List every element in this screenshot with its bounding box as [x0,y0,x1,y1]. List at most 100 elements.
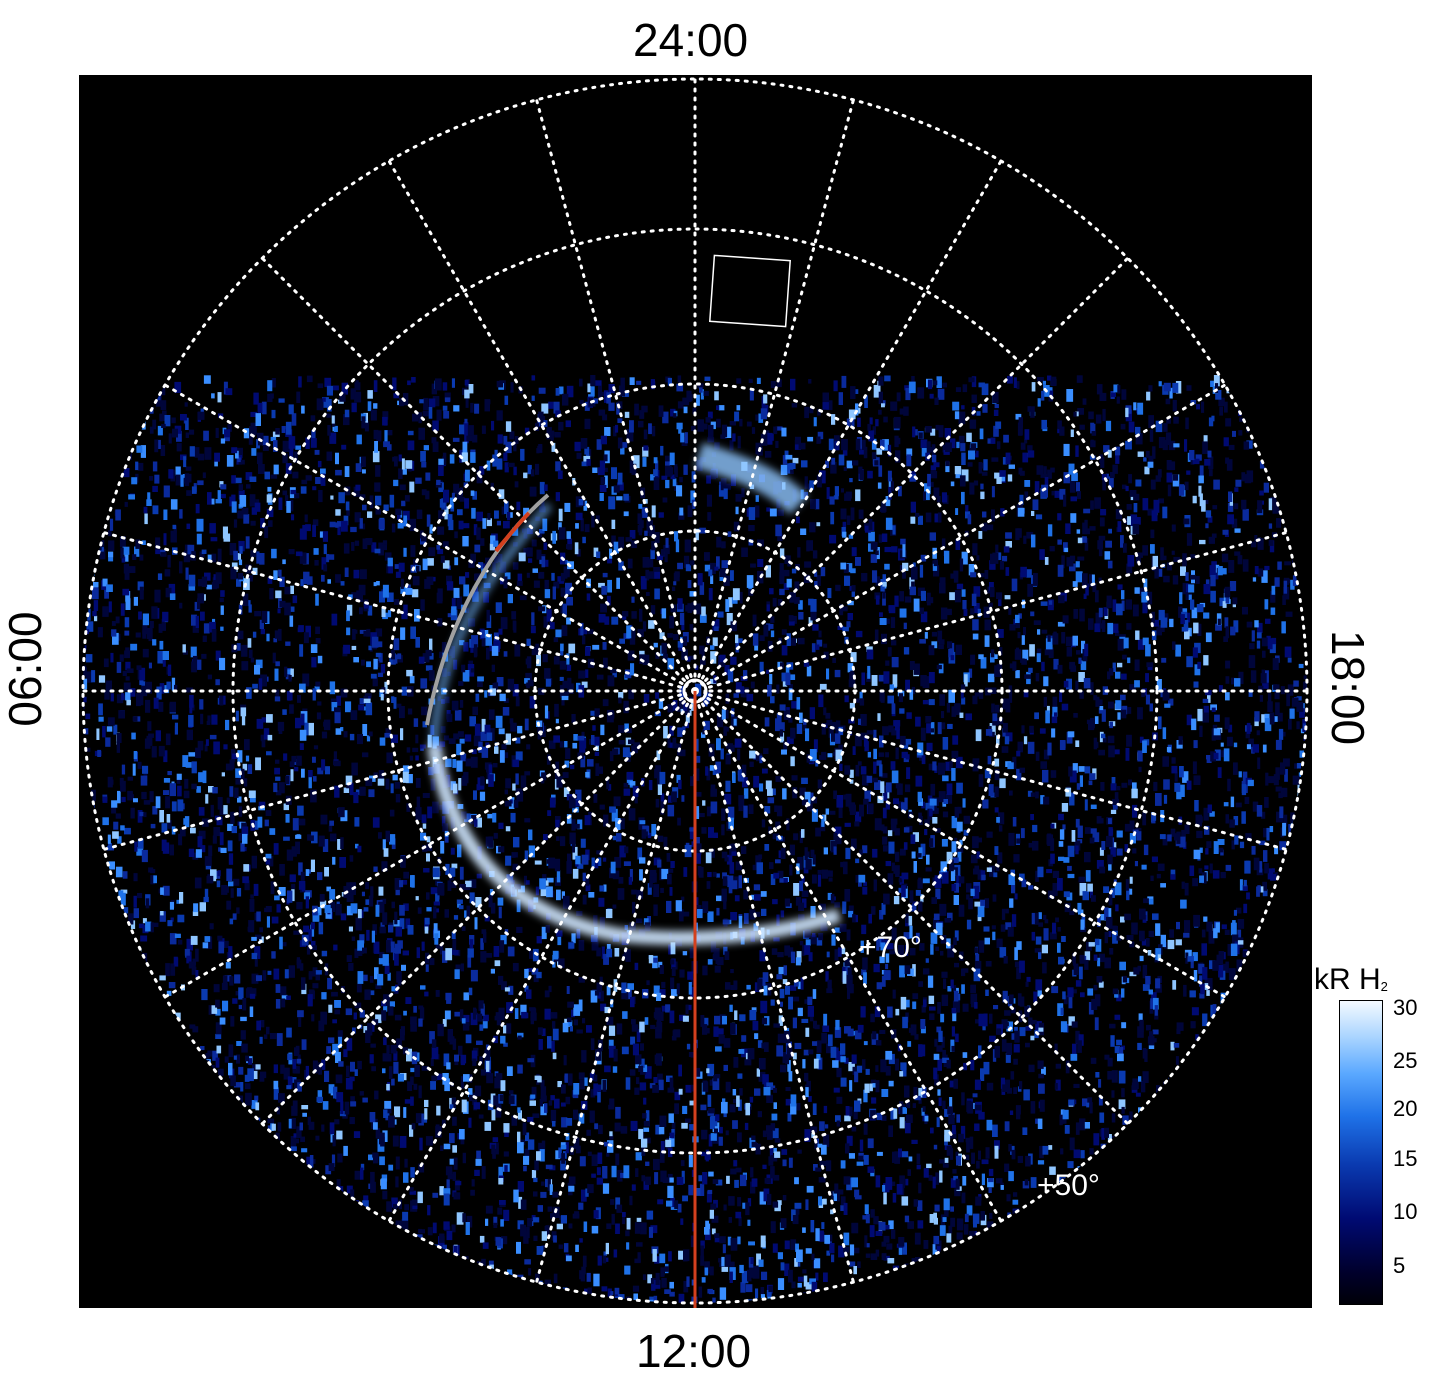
emission-pixel [442,452,447,465]
emission-pixel [773,1102,777,1109]
emission-pixel [1254,535,1258,542]
emission-pixel [1088,618,1094,630]
emission-pixel [1121,1186,1128,1194]
emission-pixel [1027,583,1033,597]
emission-pixel [770,874,776,885]
emission-pixel [926,723,933,734]
emission-pixel [561,891,565,899]
emission-pixel [540,1103,547,1116]
emission-pixel [512,759,520,768]
emission-pixel [234,1139,238,1149]
emission-pixel [1214,569,1219,580]
emission-pixel [957,847,964,853]
emission-pixel [1294,763,1298,769]
emission-pixel [1093,695,1098,701]
emission-pixel [124,404,128,412]
emission-pixel [350,388,356,400]
emission-pixel [1224,717,1230,730]
emission-pixel [943,978,947,989]
emission-pixel [634,1222,641,1234]
emission-pixel [775,440,779,448]
emission-pixel [203,623,210,634]
emission-pixel [640,1064,648,1072]
emission-pixel [688,1155,693,1168]
emission-pixel [1079,775,1083,787]
emission-pixel [836,836,842,845]
emission-pixel [580,518,584,532]
emission-pixel [852,460,859,466]
emission-pixel [90,939,98,946]
emission-pixel [248,1115,255,1123]
emission-pixel [1165,432,1172,445]
emission-pixel [1301,836,1307,847]
emission-pixel [380,1298,387,1303]
emission-pixel [678,1250,683,1260]
emission-pixel [1275,786,1282,792]
emission-pixel [1012,1199,1019,1205]
emission-pixel [970,654,976,665]
emission-pixel [825,460,829,468]
emission-pixel [113,1159,118,1166]
emission-pixel [558,1244,563,1249]
emission-pixel [797,1276,804,1282]
emission-pixel [904,385,912,391]
emission-pixel [591,937,599,951]
emission-pixel [957,851,962,862]
emission-pixel [547,1178,551,1191]
emission-pixel [313,776,317,782]
emission-pixel [1047,833,1052,846]
emission-pixel [1094,497,1101,509]
emission-pixel [488,764,493,777]
emission-pixel [713,832,718,838]
emission-pixel [328,1282,336,1287]
emission-pixel [938,644,944,650]
emission-pixel [1296,696,1302,701]
emission-pixel [886,943,894,950]
emission-pixel [613,426,617,437]
emission-pixel [745,1202,750,1216]
emission-pixel [263,728,270,740]
emission-pixel [830,443,838,450]
emission-pixel [781,1149,788,1155]
emission-pixel [745,1284,753,1293]
emission-pixel [847,600,854,606]
emission-pixel [1239,1255,1243,1267]
emission-pixel [214,452,220,462]
emission-pixel [432,1192,439,1198]
emission-pixel [887,873,894,885]
emission-pixel [1258,1176,1265,1186]
emission-pixel [200,1046,205,1051]
emission-pixel [111,379,118,385]
emission-pixel [859,849,863,855]
emission-pixel [319,531,324,538]
emission-pixel [485,1218,489,1226]
emission-pixel [769,1147,774,1160]
emission-pixel [1040,761,1047,769]
emission-pixel [1245,1231,1253,1236]
emission-pixel [1013,1058,1018,1065]
emission-pixel [285,495,289,507]
emission-pixel [631,746,638,754]
emission-pixel [113,466,119,478]
emission-pixel [1262,1217,1269,1227]
emission-pixel [624,1265,631,1275]
emission-pixel [312,983,319,989]
emission-pixel [91,881,95,887]
emission-pixel [526,968,532,972]
emission-pixel [399,918,405,930]
emission-pixel [517,1064,523,1074]
emission-pixel [180,474,184,487]
emission-pixel [1238,1116,1244,1127]
emission-pixel [995,544,999,555]
emission-pixel [641,405,648,413]
emission-pixel [801,829,805,838]
emission-pixel [1011,1033,1017,1040]
emission-pixel [1274,847,1279,855]
emission-pixel [1308,1142,1312,1155]
emission-pixel [207,1050,212,1057]
emission-pixel [988,1178,994,1183]
emission-pixel [725,726,729,732]
emission-pixel [794,1103,801,1111]
emission-pixel [1221,963,1226,971]
emission-pixel [1124,844,1129,852]
